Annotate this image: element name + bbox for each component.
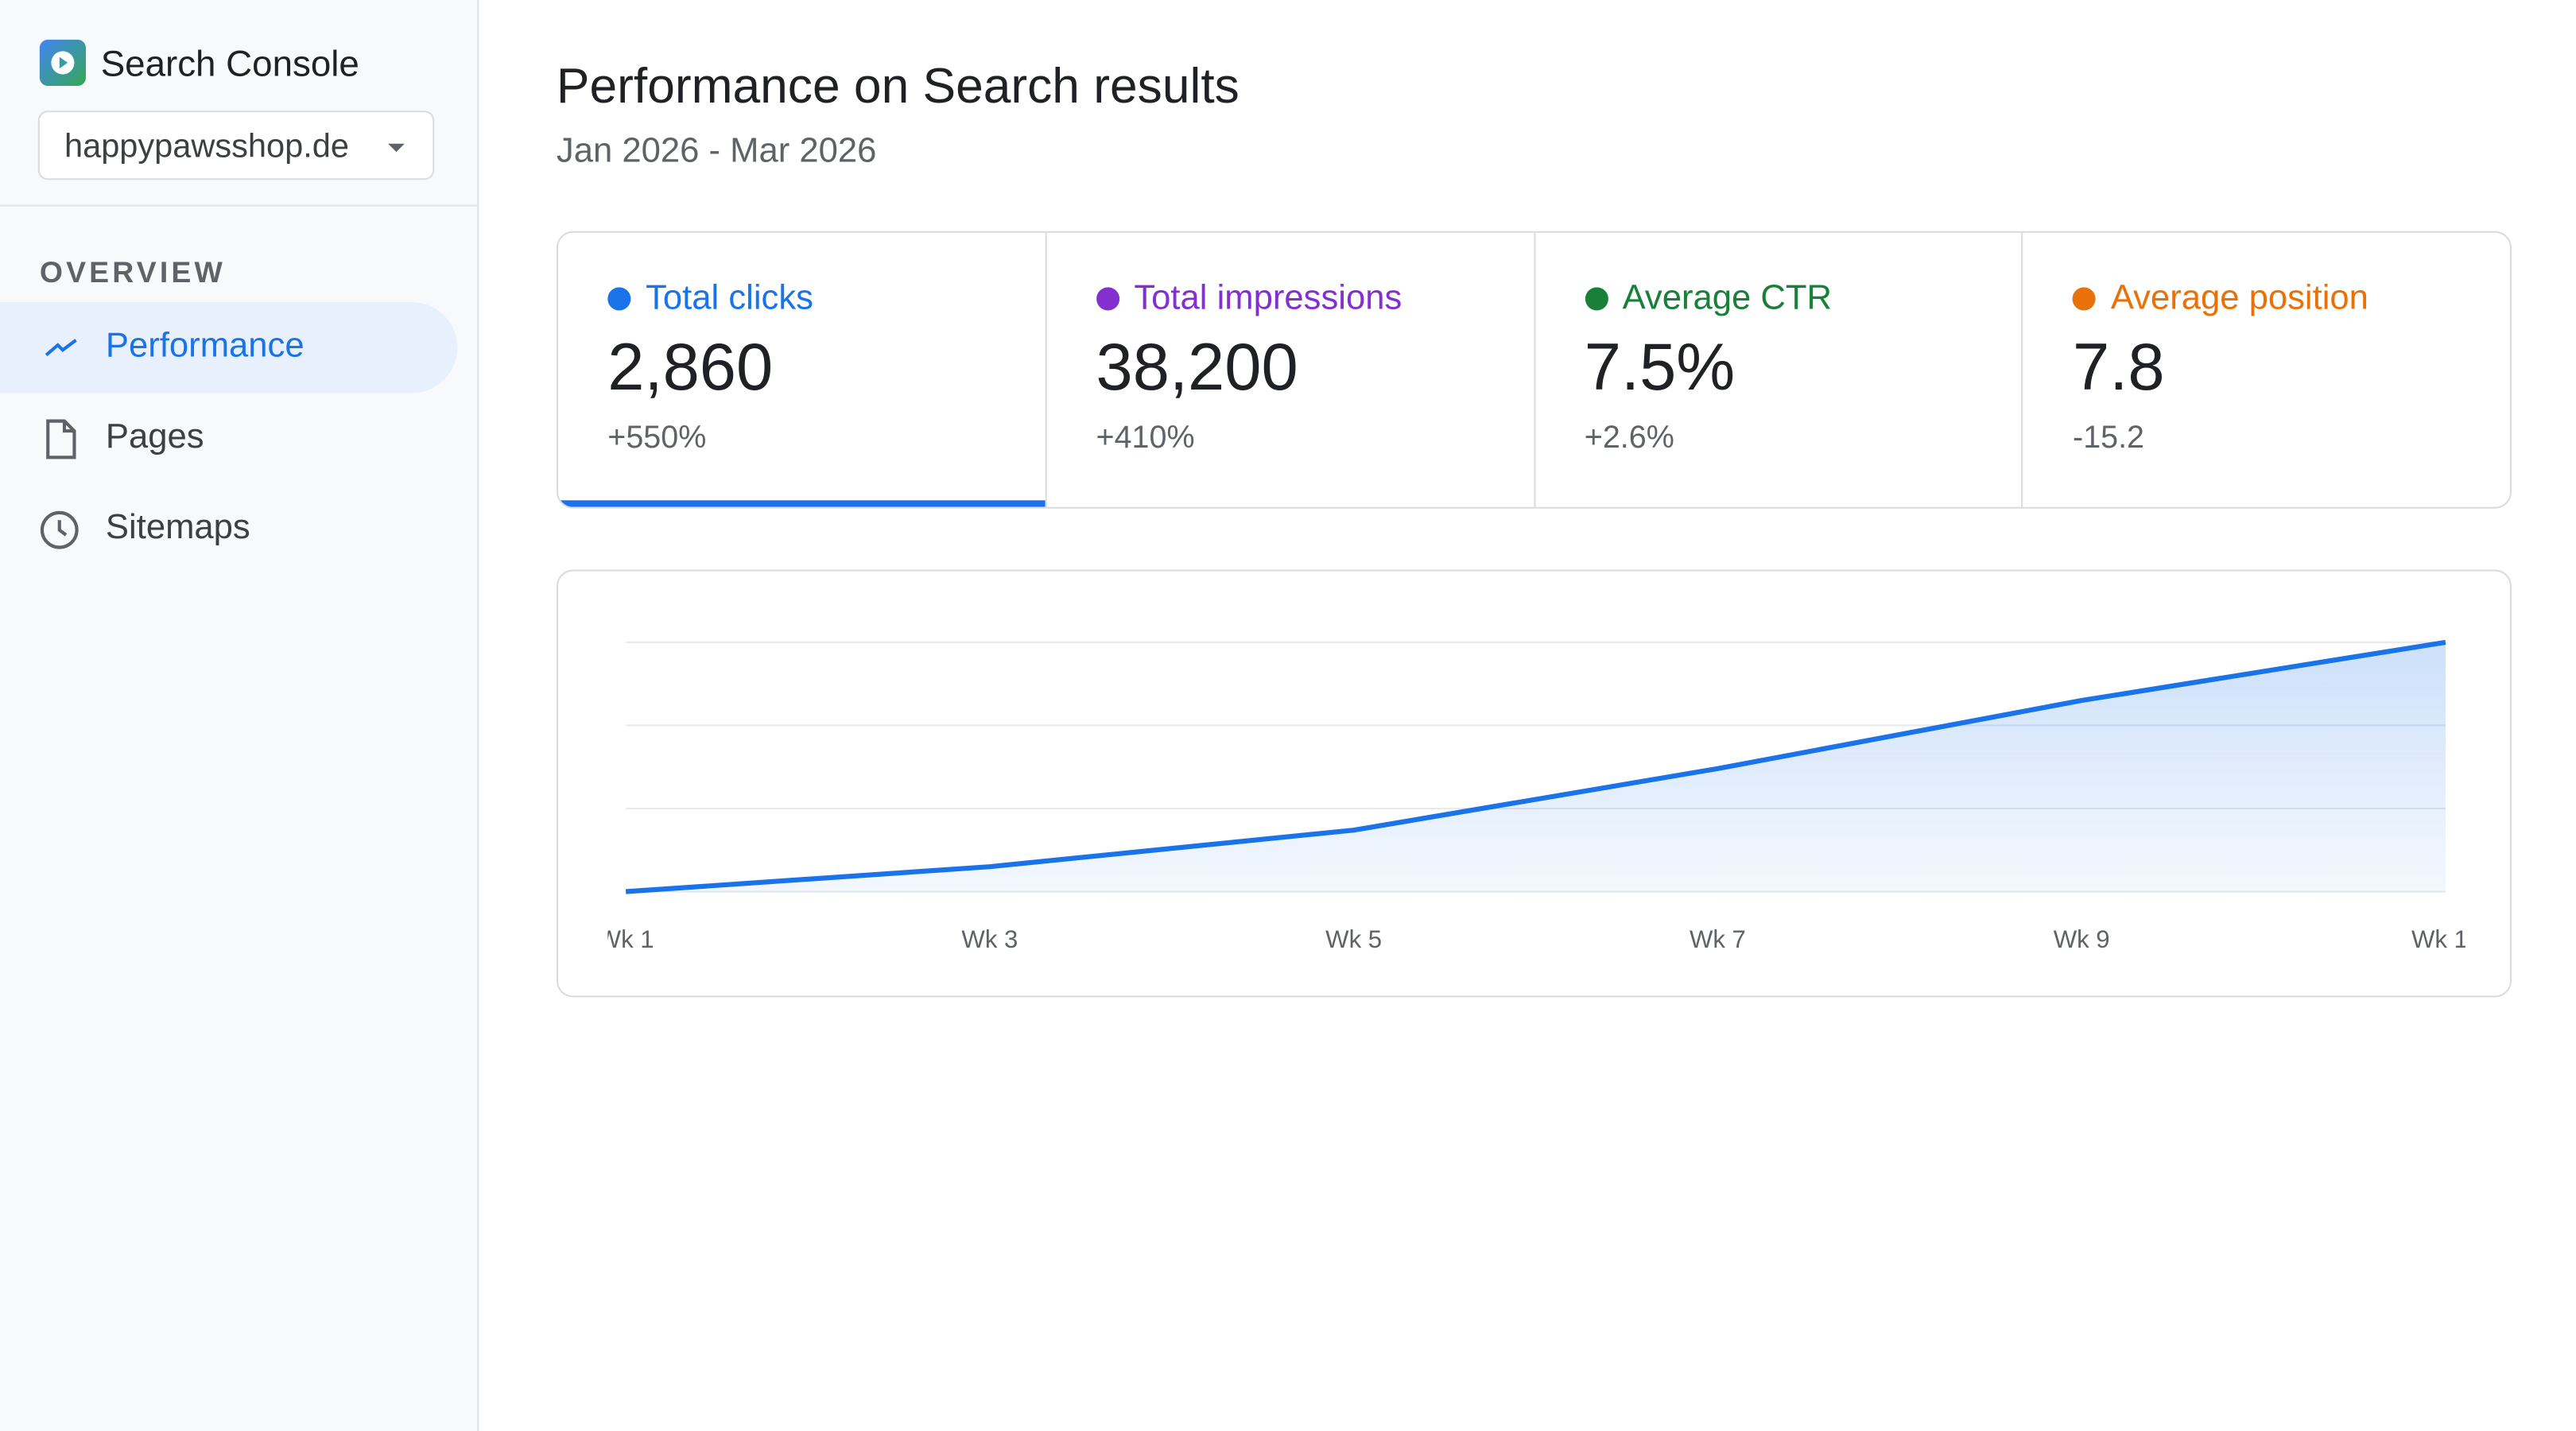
metric-card[interactable]: Total clicks 2,860 +550% bbox=[557, 233, 1046, 507]
nav-icon bbox=[46, 419, 76, 460]
logo bbox=[39, 39, 86, 86]
metric-change: +2.6% bbox=[1584, 421, 1674, 456]
metric-card[interactable]: Average position 7.8 -15.2 bbox=[2021, 232, 2510, 507]
selected-indicator bbox=[557, 500, 1046, 507]
x-tick-label: Wk 1 bbox=[598, 925, 654, 953]
x-tick-label: Wk 7 bbox=[1690, 925, 1746, 953]
page-title: Performance on Search results bbox=[556, 59, 1240, 114]
nav-item[interactable]: Performance bbox=[0, 302, 458, 394]
nav-icon bbox=[45, 339, 77, 357]
metric-value: 2,860 bbox=[607, 332, 774, 405]
metric-change: -15.2 bbox=[2073, 421, 2145, 456]
property-selector[interactable]: happypawsshop.de bbox=[37, 111, 435, 180]
property-name: happypawsshop.de bbox=[64, 128, 349, 165]
nav-icon bbox=[40, 510, 79, 549]
nav-label: Performance bbox=[105, 327, 305, 365]
date-range: Jan 2026 - Mar 2026 bbox=[556, 132, 877, 170]
logo-icon bbox=[51, 51, 75, 75]
nav-label: Pages bbox=[105, 417, 204, 456]
metric-label: Total clicks bbox=[646, 278, 813, 317]
sidebar: Search Console happypawsshop.de OVERVIEW… bbox=[0, 0, 479, 1431]
section-label: OVERVIEW bbox=[39, 255, 226, 289]
area-fill bbox=[626, 642, 2446, 892]
chart: Wk 1 Wk 3 Wk 5 Wk 7 Wk 9 Wk 11 bbox=[598, 639, 2480, 953]
x-tick-label: Wk 11 bbox=[2411, 925, 2480, 953]
app-name: Search Console bbox=[100, 42, 359, 84]
nav-item[interactable]: Pages bbox=[0, 393, 457, 483]
metric-card[interactable]: Total impressions 38,200 +410% bbox=[1045, 232, 1533, 507]
dropdown-arrow bbox=[388, 143, 405, 153]
nav-label: Sitemaps bbox=[105, 508, 250, 547]
metric-change: +410% bbox=[1096, 421, 1195, 456]
separator bbox=[0, 204, 478, 207]
metric-change: +550% bbox=[607, 421, 707, 456]
metric-label: Total impressions bbox=[1134, 278, 1402, 317]
metric-dot bbox=[1096, 287, 1119, 311]
metric-value: 38,200 bbox=[1096, 332, 1298, 405]
metric-value: 7.8 bbox=[2073, 332, 2165, 405]
metric-card[interactable]: Average CTR 7.5% +2.6% bbox=[1533, 232, 2021, 507]
metric-dot bbox=[607, 287, 631, 311]
metric-label: Average position bbox=[2110, 278, 2368, 317]
x-tick-label: Wk 9 bbox=[2054, 925, 2110, 953]
metric-dot bbox=[1584, 287, 1608, 311]
metric-label: Average CTR bbox=[1622, 278, 1833, 317]
metric-cards: Total clicks 2,860 +550% Total impressions 3… bbox=[556, 231, 2512, 509]
line bbox=[625, 639, 2446, 894]
x-tick-label: Wk 3 bbox=[961, 925, 1018, 953]
chart-card: Wk 1 Wk 3 Wk 5 Wk 7 Wk 9 Wk 11 bbox=[556, 569, 2512, 998]
x-axis-labels: Wk 1 Wk 3 Wk 5 Wk 7 Wk 9 Wk 11 bbox=[598, 925, 2480, 953]
x-tick-label: Wk 5 bbox=[1325, 925, 1382, 953]
nav-item[interactable]: Sitemaps bbox=[0, 484, 457, 575]
metric-value: 7.5% bbox=[1584, 332, 1736, 405]
metric-dot bbox=[2073, 287, 2097, 311]
